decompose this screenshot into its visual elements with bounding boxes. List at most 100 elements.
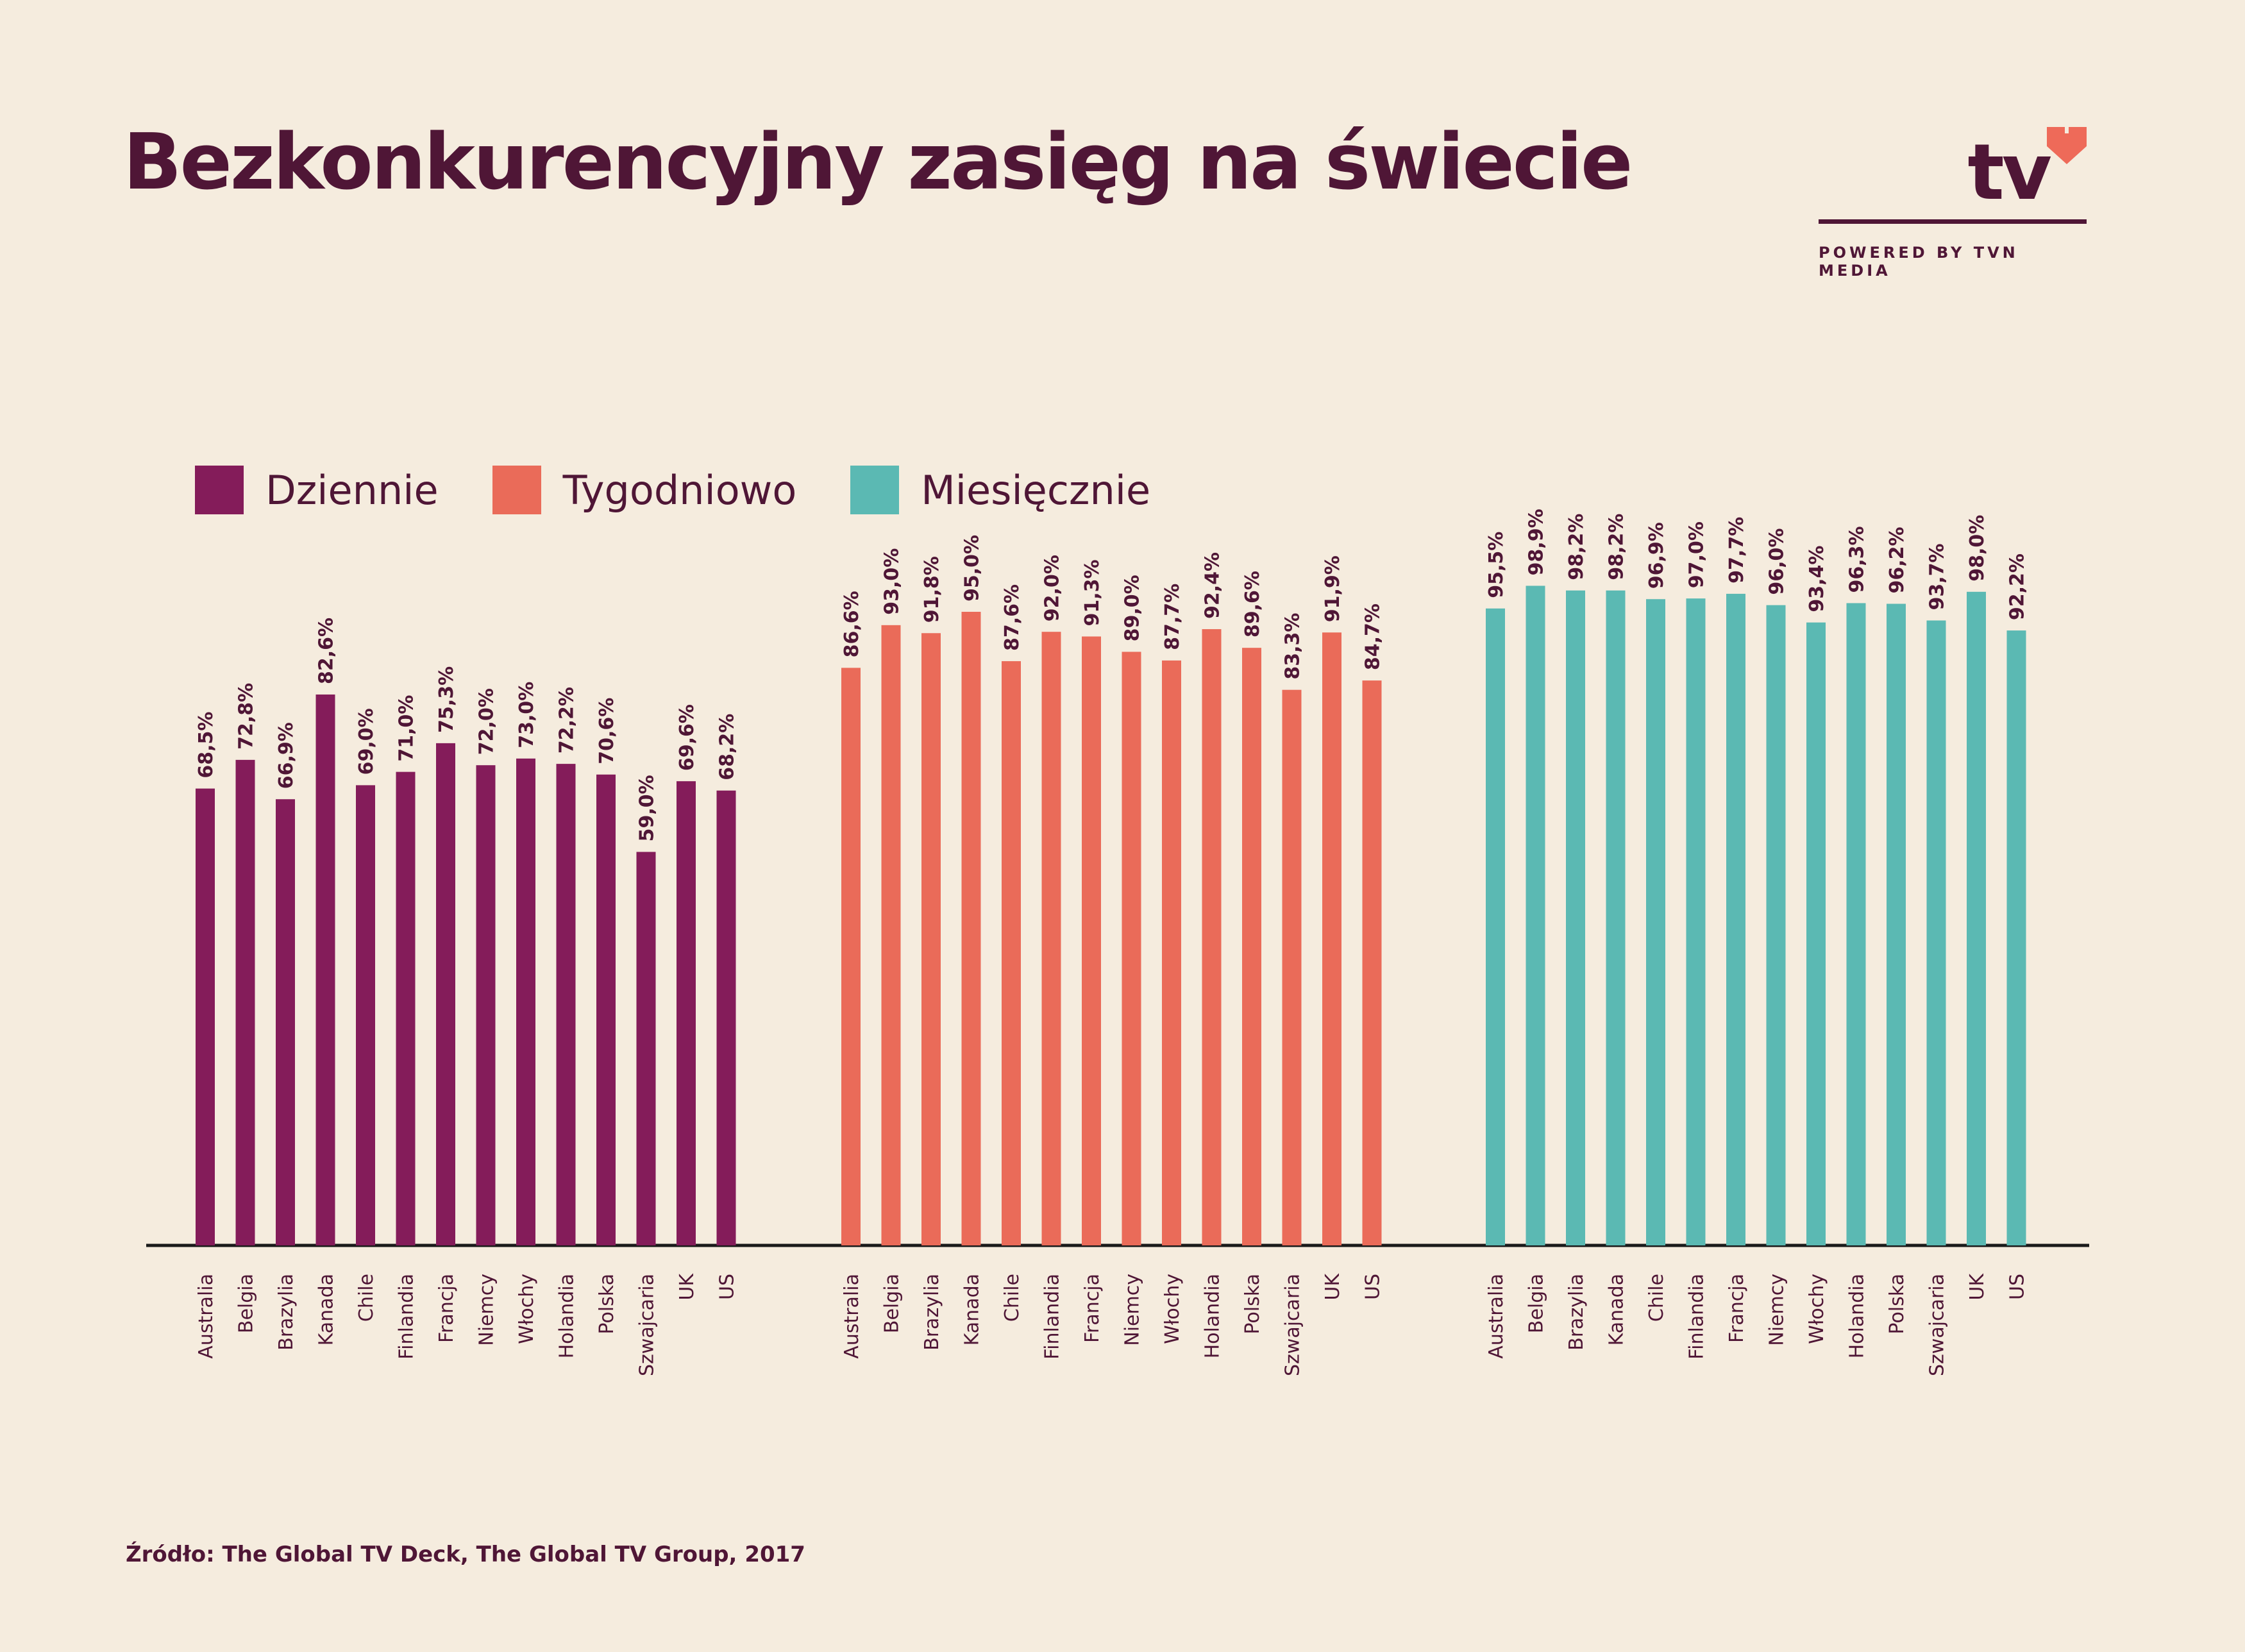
- bar-dziennie-francja: [436, 743, 455, 1245]
- value-label: 98,0%: [1966, 515, 1989, 582]
- value-label: 93,7%: [1926, 543, 1949, 610]
- bar-tygodniowo-australia: [841, 668, 861, 1245]
- value-label: 92,4%: [1202, 552, 1224, 619]
- logo-tagline: POWERED BY TVN MEDIA: [1819, 244, 2019, 280]
- bar-miesi-cznie-francja: [1726, 593, 1745, 1245]
- value-label: 84,7%: [1362, 603, 1384, 670]
- bar-miesi-cznie-szwajcaria: [1926, 620, 1946, 1245]
- tick-label: Włochy: [516, 1274, 538, 1344]
- tick-label: Australia: [195, 1274, 217, 1359]
- value-label: 98,2%: [1565, 514, 1588, 580]
- tick-label: Chile: [1645, 1274, 1668, 1322]
- value-label: 89,6%: [1241, 571, 1264, 637]
- legend-label-weekly: Tygodniowo: [562, 466, 797, 514]
- bar-miesi-cznie-us: [2006, 630, 2026, 1245]
- value-label: 97,7%: [1726, 517, 1748, 584]
- legend-swatch-monthly: [850, 466, 900, 514]
- legend-swatch-weekly: [492, 466, 541, 514]
- bar-tygodniowo-finlandia: [1041, 632, 1061, 1245]
- value-label: 91,9%: [1322, 555, 1344, 622]
- series-tygodniowo: 86,6% Australia 93,0% Belgia 91,8% Brazylia 95…: [841, 535, 1384, 1376]
- bar-tygodniowo-niemcy: [1122, 652, 1141, 1245]
- value-label: 93,0%: [881, 548, 904, 615]
- tick-label: Szwajcaria: [1926, 1274, 1949, 1376]
- tick-label: Chile: [355, 1274, 378, 1322]
- bar-tygodniowo-kanada: [961, 612, 981, 1245]
- value-label: 69,6%: [676, 704, 698, 771]
- bar-dziennie-belgia: [235, 759, 255, 1245]
- value-label: 97,0%: [1686, 521, 1708, 588]
- bar-dziennie-australia: [196, 788, 215, 1245]
- value-label: 91,8%: [921, 556, 943, 623]
- logo-divider: [1819, 219, 2087, 224]
- tick-label: Niemcy: [476, 1274, 498, 1346]
- tick-label: Chile: [1001, 1274, 1023, 1322]
- tick-label: US: [2006, 1274, 2029, 1300]
- tick-label: Finlandia: [1041, 1274, 1064, 1360]
- bar-dziennie-chile: [356, 785, 375, 1245]
- chart-legend: Dziennie Tygodniowo Miesięcznie: [195, 466, 1204, 514]
- tick-label: Australia: [841, 1274, 863, 1359]
- tick-label: Polska: [596, 1274, 618, 1335]
- bar-dziennie-uk: [677, 781, 696, 1245]
- bar-dziennie-w-ochy: [516, 758, 535, 1245]
- bar-miesi-cznie-niemcy: [1766, 605, 1786, 1245]
- legend-label-daily: Dziennie: [265, 466, 439, 514]
- tick-label: Holandia: [1202, 1274, 1224, 1358]
- tick-label: Kanada: [961, 1274, 984, 1345]
- value-label: 59,0%: [636, 775, 659, 841]
- tick-label: Niemcy: [1122, 1274, 1144, 1346]
- value-label: 82,6%: [315, 618, 338, 684]
- tick-label: Belgia: [881, 1274, 904, 1333]
- value-label: 93,4%: [1806, 546, 1828, 612]
- source-note: Źródło: The Global TV Deck, The Global T…: [126, 1542, 805, 1567]
- bar-dziennie-polska: [596, 774, 616, 1245]
- value-label: 70,6%: [596, 698, 618, 764]
- tick-label: Kanada: [1606, 1274, 1628, 1345]
- page-title: Bezkonkurencyjny zasięg na świecie: [123, 118, 1633, 207]
- value-label: 89,0%: [1122, 575, 1144, 641]
- tick-label: Brazylia: [1565, 1274, 1588, 1351]
- value-label: 69,0%: [355, 708, 378, 775]
- bar-tygodniowo-chile: [1002, 661, 1021, 1245]
- value-label: 96,0%: [1766, 528, 1788, 595]
- tick-label: Belgia: [235, 1274, 258, 1333]
- tick-label: Niemcy: [1766, 1274, 1788, 1346]
- tick-label: Włochy: [1806, 1274, 1828, 1344]
- tick-label: Australia: [1485, 1274, 1508, 1359]
- value-label: 75,3%: [435, 666, 458, 733]
- value-label: 91,3%: [1081, 559, 1104, 626]
- tv-logo: tv POWERED BY TVN MEDIA: [1819, 122, 2087, 280]
- bar-dziennie-niemcy: [476, 765, 496, 1245]
- value-label: 98,9%: [1526, 509, 1548, 575]
- legend-label-monthly: Miesięcznie: [921, 466, 1151, 514]
- tick-label: Holandia: [1846, 1274, 1869, 1358]
- value-label: 72,2%: [556, 687, 578, 754]
- tick-label: UK: [1966, 1273, 1989, 1301]
- bar-dziennie-szwajcaria: [636, 852, 656, 1245]
- legend-item-weekly: Tygodniowo: [492, 466, 797, 514]
- tick-label: Włochy: [1161, 1274, 1184, 1344]
- bar-tygodniowo-polska: [1242, 648, 1261, 1245]
- value-label: 86,6%: [841, 591, 863, 657]
- tick-label: Brazylia: [921, 1274, 943, 1351]
- tick-label: Finlandia: [396, 1274, 418, 1360]
- bar-tygodniowo-francja: [1082, 636, 1101, 1245]
- value-label: 68,5%: [195, 712, 217, 779]
- value-label: 72,0%: [476, 688, 498, 755]
- bar-tygodniowo-szwajcaria: [1282, 689, 1302, 1245]
- value-label: 96,2%: [1886, 527, 1908, 593]
- logo-text: tv: [1967, 128, 2052, 217]
- bar-dziennie-kanada: [315, 694, 335, 1245]
- value-label: 72,8%: [235, 683, 258, 750]
- tick-label: Francja: [1081, 1274, 1104, 1343]
- tick-label: Holandia: [556, 1274, 578, 1358]
- value-label: 83,3%: [1282, 613, 1304, 680]
- bar-tygodniowo-brazylia: [921, 633, 941, 1245]
- tick-label: US: [1362, 1274, 1384, 1300]
- series-miesi-cznie: 95,5% Australia 98,9% Belgia 98,2% Brazylia 98…: [1485, 509, 2029, 1376]
- value-label: 95,5%: [1485, 532, 1508, 598]
- bar-miesi-cznie-australia: [1486, 608, 1505, 1245]
- bar-tygodniowo-belgia: [881, 625, 901, 1245]
